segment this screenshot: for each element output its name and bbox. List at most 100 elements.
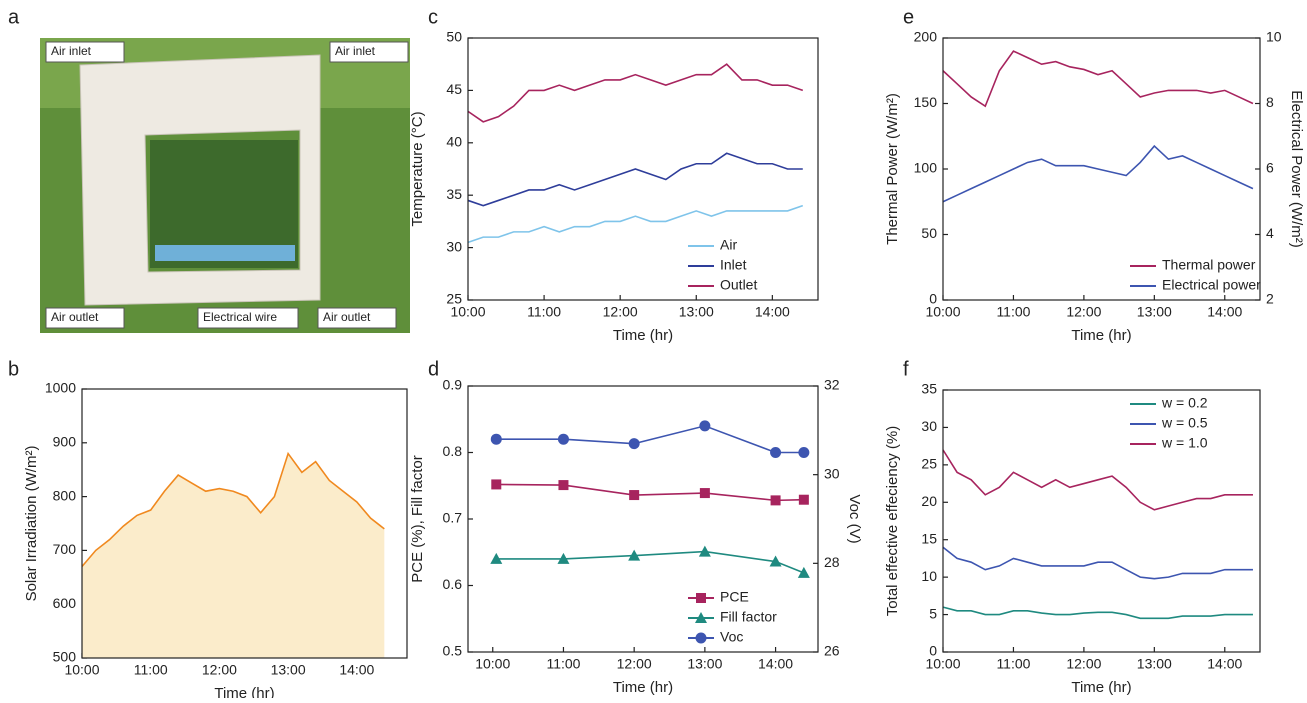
plot-frame bbox=[81, 388, 408, 659]
y-tick-label: 100 bbox=[914, 160, 938, 176]
series-line bbox=[942, 546, 1253, 580]
photo-label-box bbox=[197, 307, 299, 329]
x-tick-label: 13:00 bbox=[687, 656, 722, 672]
panel-letter: c bbox=[428, 6, 438, 28]
marker bbox=[558, 480, 569, 491]
x-tick-label: 14:00 bbox=[1207, 656, 1242, 672]
legend-label: Voc bbox=[720, 629, 743, 645]
marker bbox=[769, 555, 782, 567]
plot-frame bbox=[942, 389, 1261, 653]
x-tick-label: 10:00 bbox=[925, 656, 960, 672]
marker bbox=[557, 552, 570, 564]
x-tick-label: 12:00 bbox=[202, 662, 237, 678]
legend-label: Air bbox=[720, 237, 737, 253]
x-tick-label: 12:00 bbox=[617, 656, 652, 672]
y-tick-label: 35 bbox=[446, 186, 462, 202]
y-tick-label: 600 bbox=[53, 595, 77, 611]
y-tick-label: 0 bbox=[929, 643, 937, 659]
x-tick-label: 13:00 bbox=[679, 304, 714, 320]
x-tick-label: 10:00 bbox=[475, 656, 510, 672]
y-axis-label: Total effective effeciency (%) bbox=[884, 426, 901, 616]
y-tick-label: 25 bbox=[921, 456, 937, 472]
y-tick-label: 900 bbox=[53, 434, 77, 450]
series-line bbox=[81, 451, 385, 568]
x-tick-label: 14:00 bbox=[755, 304, 790, 320]
photo-label: Air inlet bbox=[335, 44, 376, 58]
y-axis-label: Thermal Power (W/m²) bbox=[884, 93, 901, 245]
photo-label: Air outlet bbox=[323, 310, 371, 324]
legend-label: PCE bbox=[720, 589, 749, 605]
marker bbox=[797, 566, 810, 578]
y-tick-label: 0.5 bbox=[443, 643, 463, 659]
series-line bbox=[496, 550, 805, 574]
marker bbox=[629, 490, 640, 501]
series-line bbox=[496, 425, 804, 454]
marker bbox=[628, 438, 640, 450]
marker bbox=[699, 488, 710, 499]
y2-tick-label: 30 bbox=[824, 465, 840, 481]
panel-letter: b bbox=[8, 358, 19, 380]
y2-tick-label: 10 bbox=[1266, 29, 1282, 45]
y-tick-label: 20 bbox=[921, 493, 937, 509]
x-tick-label: 13:00 bbox=[1137, 656, 1172, 672]
panel-letter: f bbox=[903, 358, 909, 380]
series-line bbox=[942, 50, 1254, 108]
legend-label: w = 1.0 bbox=[1161, 435, 1208, 451]
y-axis-label: Temperature (°C) bbox=[409, 111, 426, 226]
legend-label: Outlet bbox=[720, 277, 757, 293]
y2-tick-label: 28 bbox=[824, 554, 840, 570]
x-tick-label: 10:00 bbox=[64, 662, 99, 678]
plot-frame bbox=[467, 37, 819, 301]
y-tick-label: 200 bbox=[914, 29, 938, 45]
y-tick-label: 40 bbox=[446, 134, 462, 150]
x-tick-label: 14:00 bbox=[339, 662, 374, 678]
plot-frame bbox=[467, 385, 819, 653]
x-tick-label: 11:00 bbox=[996, 656, 1030, 672]
y-tick-label: 0.8 bbox=[443, 443, 463, 459]
y2-tick-label: 32 bbox=[824, 377, 840, 393]
photo-label-box bbox=[45, 41, 125, 63]
photo bbox=[40, 38, 410, 333]
legend-label: Fill factor bbox=[720, 609, 777, 625]
y-tick-label: 0.7 bbox=[443, 510, 463, 526]
y2-tick-label: 4 bbox=[1266, 225, 1274, 241]
photo-label: Air outlet bbox=[51, 310, 99, 324]
series-line bbox=[467, 63, 804, 123]
x-tick-label: 12:00 bbox=[1066, 656, 1101, 672]
y-tick-label: 800 bbox=[53, 487, 77, 503]
panel-letter: e bbox=[903, 6, 914, 28]
marker bbox=[699, 420, 711, 432]
series-line bbox=[942, 606, 1253, 620]
y-tick-label: 150 bbox=[914, 94, 938, 110]
photo-label: Air inlet bbox=[51, 44, 92, 58]
series-line bbox=[467, 152, 803, 207]
x-tick-label: 14:00 bbox=[1207, 304, 1242, 320]
y-tick-label: 30 bbox=[921, 418, 937, 434]
y-tick-label: 25 bbox=[446, 291, 462, 307]
panel-letter: a bbox=[8, 6, 20, 28]
marker bbox=[490, 552, 503, 564]
marker bbox=[695, 612, 707, 623]
y2-tick-label: 26 bbox=[824, 643, 840, 659]
marker bbox=[698, 545, 711, 557]
y2-axis-label: Voc (V) bbox=[846, 494, 863, 543]
marker bbox=[490, 433, 502, 445]
marker bbox=[770, 447, 782, 458]
y-axis-label: PCE (%), Fill factor bbox=[409, 455, 426, 583]
series-area bbox=[82, 453, 385, 658]
x-tick-label: 13:00 bbox=[271, 662, 306, 678]
photo-label: Electrical wire bbox=[203, 310, 277, 324]
y-tick-label: 15 bbox=[921, 530, 937, 546]
legend-label: Thermal power bbox=[1162, 257, 1256, 273]
y-tick-label: 5 bbox=[929, 605, 937, 621]
marker bbox=[798, 447, 810, 458]
y2-axis-label: Electrical Power (W/m²) bbox=[1288, 90, 1305, 248]
y-tick-label: 0.6 bbox=[443, 576, 463, 592]
y2-tick-label: 8 bbox=[1266, 94, 1274, 110]
x-tick-label: 10:00 bbox=[450, 304, 485, 320]
y-tick-label: 500 bbox=[53, 649, 77, 665]
x-tick-label: 11:00 bbox=[134, 662, 168, 678]
x-axis-label: Time (hr) bbox=[1071, 679, 1131, 696]
x-tick-label: 14:00 bbox=[758, 656, 793, 672]
